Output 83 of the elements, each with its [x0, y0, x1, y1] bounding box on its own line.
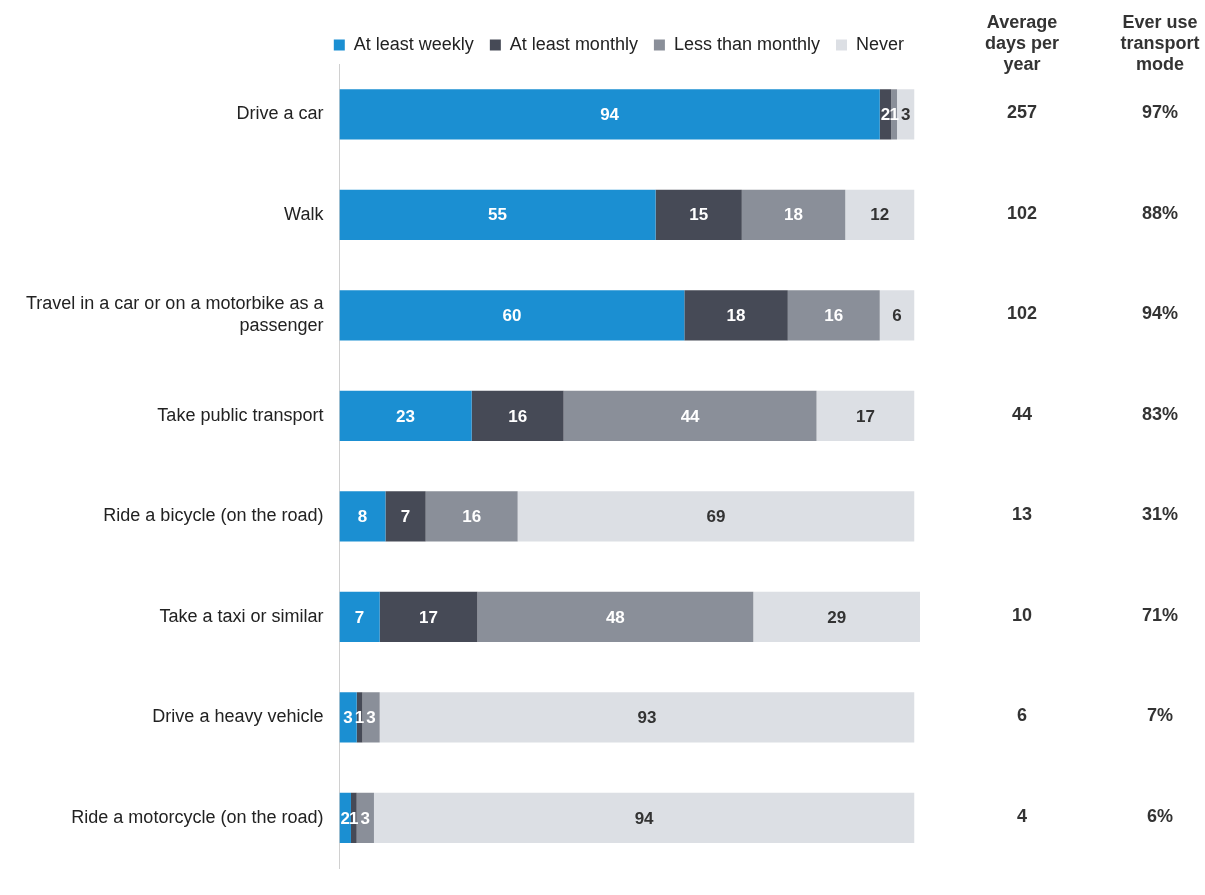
text: 4 [1016, 805, 1028, 827]
data-label: 60 [502, 306, 522, 325]
y-tick-label: Ride a motorcycle (on the road) [71, 806, 324, 827]
data-label: 44 [680, 406, 701, 426]
text: 6% [1146, 805, 1174, 827]
bar [563, 390, 817, 441]
bar [471, 390, 564, 441]
data-label: 16 [824, 306, 844, 325]
data-label: 15 [689, 205, 709, 225]
text: 44 [1011, 403, 1033, 425]
data-label: 69 [706, 507, 726, 527]
y-tick-label: Walk [284, 203, 325, 224]
bar [379, 692, 915, 743]
text: 94% [1141, 302, 1179, 324]
bar [753, 591, 920, 643]
y-tick-label: Drive a heavy vehicle [152, 706, 324, 727]
text: 13 [1011, 503, 1033, 525]
text: 102 [1006, 202, 1038, 224]
bar [684, 290, 788, 341]
bar [741, 189, 846, 240]
bar [373, 792, 915, 844]
text: 83% [1141, 403, 1179, 425]
bar [816, 390, 915, 441]
bar [845, 189, 915, 240]
text: 257 [1006, 101, 1038, 123]
y-tick-label: Ride a bicycle (on the road) [103, 505, 324, 526]
data-label: 94 [600, 104, 620, 124]
bar [362, 692, 380, 743]
text: 7% [1146, 704, 1174, 726]
text: 10 [1011, 604, 1033, 626]
data-label: 7 [354, 607, 365, 627]
text: 97% [1141, 101, 1179, 123]
text: Ever use transport mode [1119, 12, 1201, 75]
data-label: 8 [357, 507, 368, 527]
data-label: 48 [605, 607, 625, 627]
bar [787, 290, 880, 341]
data-label: 3 [366, 708, 376, 728]
y-tick-label: Travel in a car or on a motorbike as a passenger [26, 293, 325, 336]
bar [517, 491, 915, 542]
text: 71% [1141, 604, 1179, 626]
text: 88% [1141, 202, 1179, 224]
data-label: 23 [396, 406, 416, 426]
data-label: 17 [419, 607, 439, 627]
data-label: 94 [634, 808, 655, 828]
bar [339, 491, 386, 542]
bar [339, 591, 380, 643]
bar [385, 491, 426, 542]
data-label: 7 [400, 507, 411, 527]
bar [339, 89, 880, 140]
bar [879, 290, 915, 341]
data-label: 55 [488, 205, 507, 225]
text: 102 [1006, 302, 1038, 324]
data-label: 29 [827, 607, 847, 627]
data-label: 18 [784, 205, 804, 225]
data-label: 3 [900, 104, 911, 124]
data-label: 17 [855, 406, 875, 426]
data-label: 2 [340, 808, 350, 828]
y-tick-label: Take public transport [157, 404, 324, 425]
legend-label: At least monthly [509, 33, 638, 54]
bar [655, 189, 742, 240]
bar [339, 189, 656, 240]
bar [339, 290, 685, 341]
text: 6 [1016, 704, 1028, 726]
data-label: 3 [360, 808, 371, 828]
y-tick-label: Take a taxi or similar [159, 605, 324, 626]
data-label: 16 [508, 406, 528, 426]
data-label: 2 [880, 104, 891, 124]
data-label: 12 [870, 205, 890, 225]
bar [425, 491, 518, 542]
bar [339, 390, 472, 441]
bar [379, 591, 478, 643]
legend-label: At least weekly [353, 33, 474, 54]
y-tick-label: Drive a car [236, 103, 324, 124]
bar [477, 591, 754, 643]
legend-label: Less than monthly [673, 33, 820, 54]
text: Average days per year [983, 12, 1060, 75]
data-label: 3 [343, 708, 353, 728]
data-label: 18 [726, 306, 746, 325]
data-label: 16 [462, 507, 482, 527]
text: 31% [1141, 503, 1179, 525]
data-label: 93 [637, 708, 657, 728]
legend-label: Never [855, 33, 905, 54]
data-label: 6 [892, 306, 902, 325]
